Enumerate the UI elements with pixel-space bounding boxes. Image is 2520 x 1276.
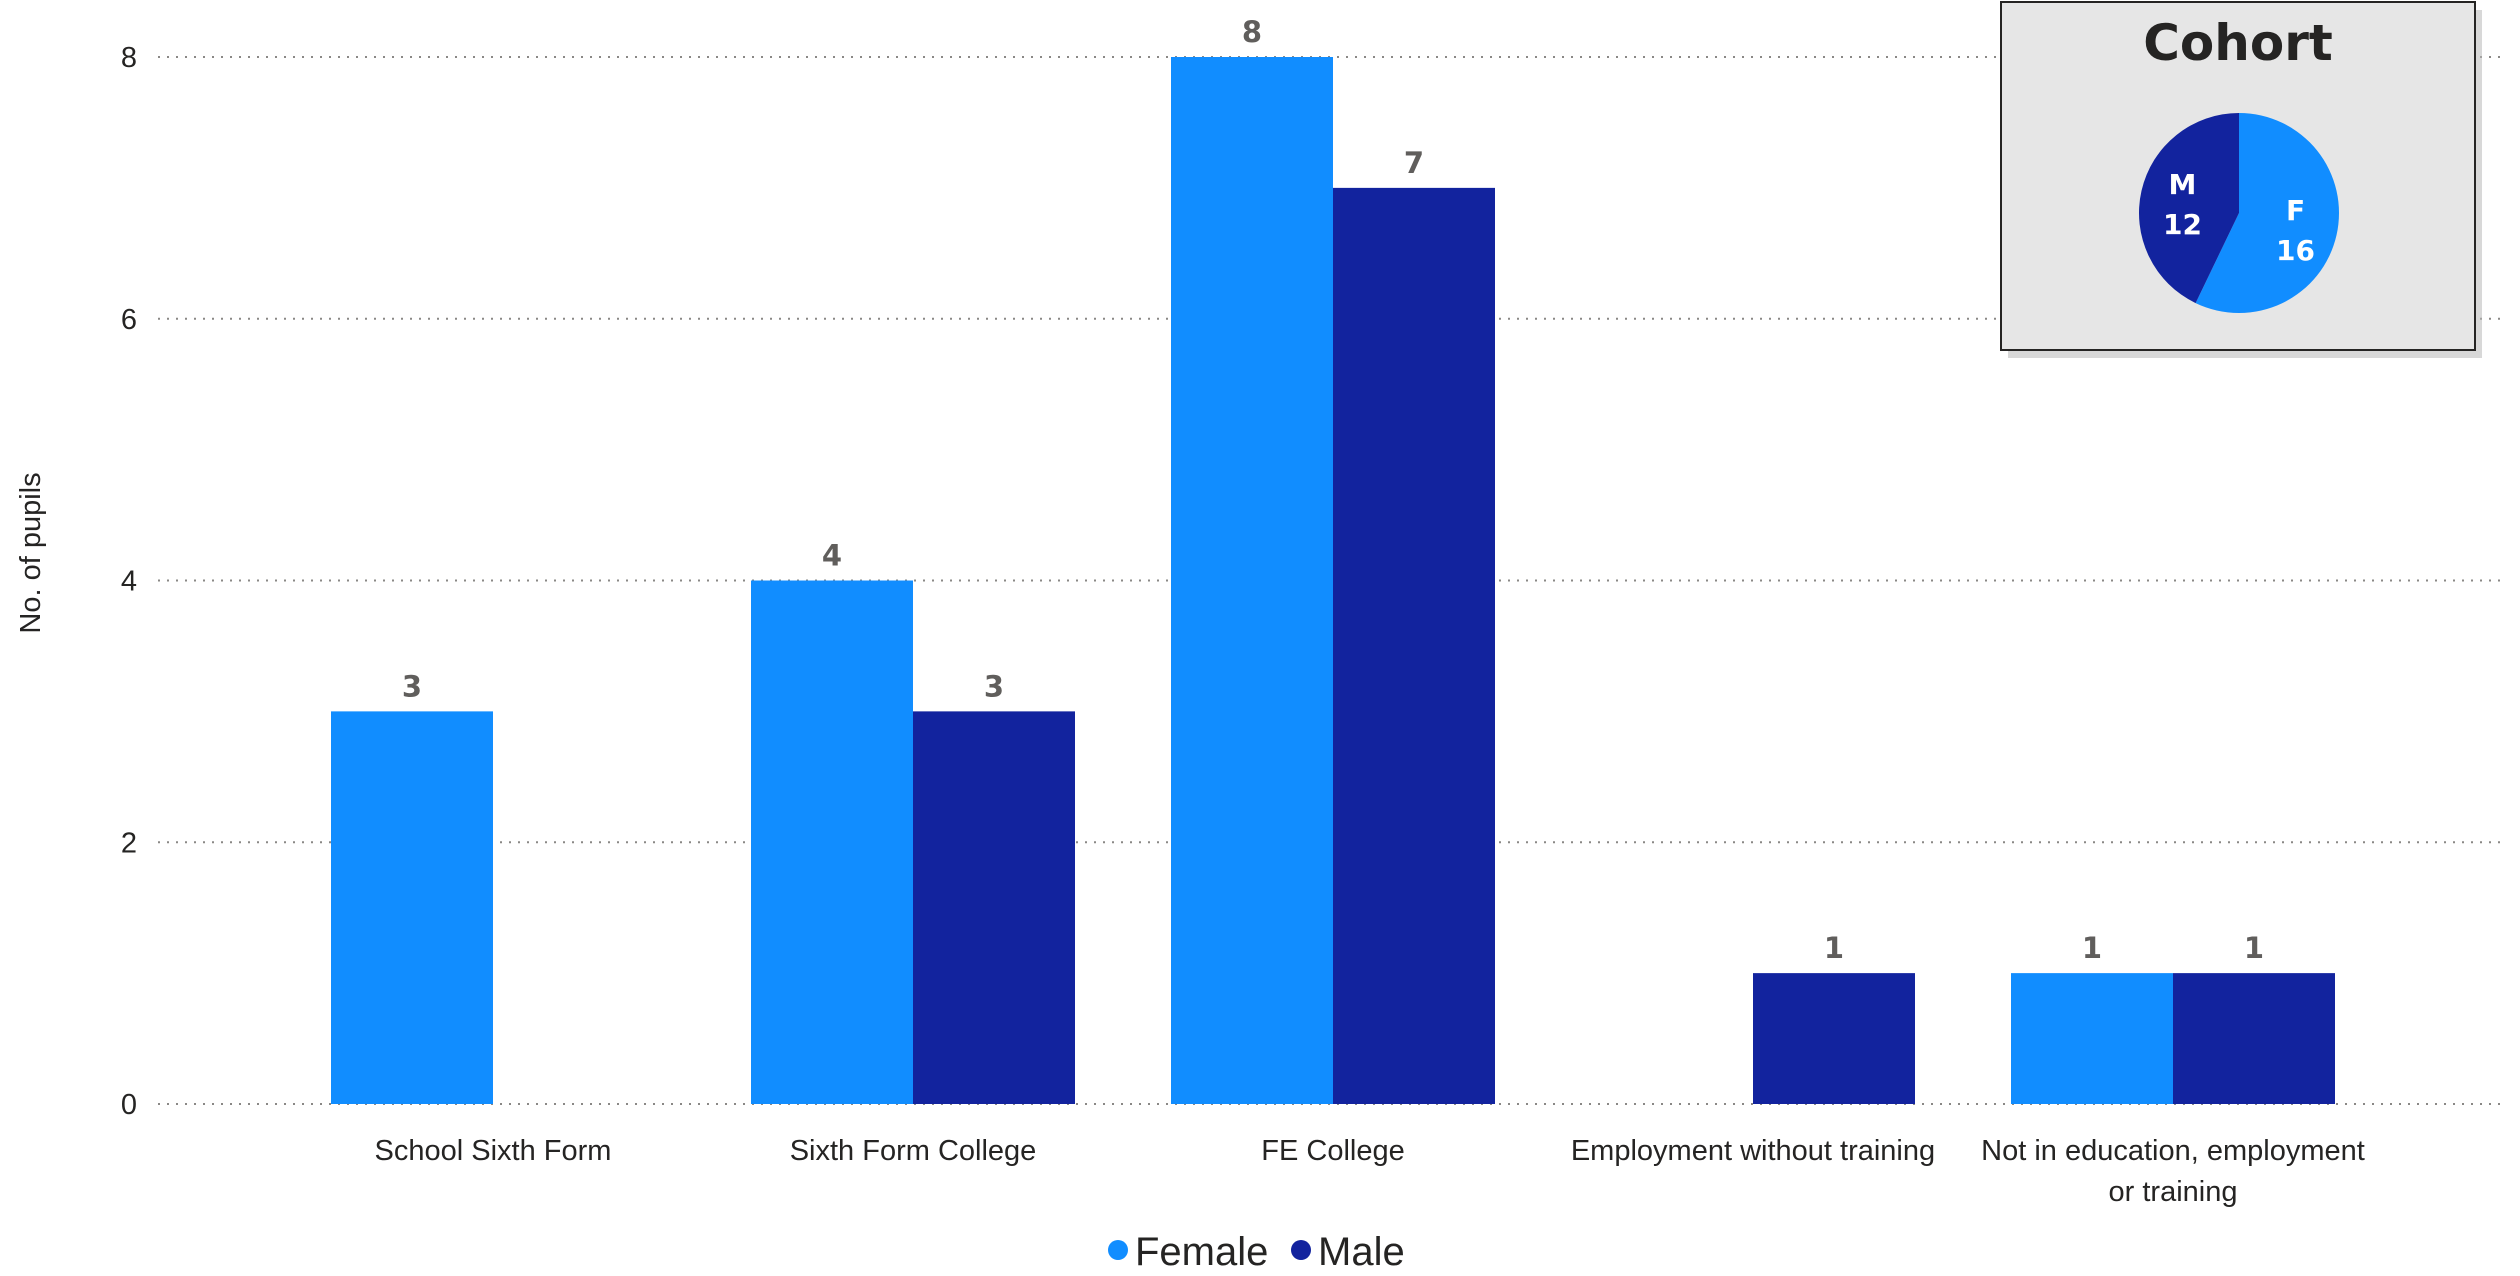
y-tick-label: 2 (121, 827, 137, 859)
pie-slice-value: 12 (2163, 208, 2202, 241)
legend-label-female[interactable]: Female (1135, 1230, 1268, 1274)
y-tick-label: 4 (121, 566, 137, 598)
data-labels: 3 4 3 8 7 1 1 1 (402, 15, 2264, 965)
x-tick-label: Not in education, employment (1981, 1135, 2365, 1167)
data-label: 7 (1404, 146, 1424, 180)
bar-female[interactable] (751, 580, 913, 1105)
data-label: 1 (2082, 931, 2102, 965)
pie-slice-f[interactable] (2195, 113, 2339, 313)
pie-slice-value: 16 (2276, 234, 2315, 267)
data-label: 1 (1824, 931, 1844, 965)
legend-label-male[interactable]: Male (1318, 1230, 1405, 1274)
y-axis-title: No. of pupils (15, 472, 47, 633)
x-tick-label: FE College (1261, 1135, 1404, 1167)
bar-male[interactable] (1753, 973, 1915, 1104)
category-labels: School Sixth Form Sixth Form College FE Co… (375, 1135, 2365, 1208)
pie-slice-m[interactable] (2138, 113, 2239, 304)
x-tick-label: Sixth Form College (790, 1135, 1037, 1167)
bar-male[interactable] (913, 711, 1075, 1104)
legend-marker-female (1108, 1240, 1128, 1260)
y-tick-label: 6 (121, 304, 137, 336)
cohort-inset: Cohort F 16 M 12 (2000, 1, 2482, 358)
data-label: 8 (1242, 15, 1262, 49)
y-tick-label: 0 (121, 1089, 137, 1121)
data-label: 3 (402, 669, 422, 703)
y-tick-label: 8 (121, 42, 137, 74)
data-label: 1 (2244, 931, 2264, 965)
bar-female[interactable] (331, 711, 493, 1104)
pie-slice-label: F (2286, 194, 2305, 227)
bars (331, 57, 2335, 1104)
pie-slice-label: M (2169, 168, 2197, 201)
data-label: 4 (822, 539, 842, 573)
bar-male[interactable] (1333, 187, 1495, 1104)
x-tick-label: Employment without training (1571, 1135, 1935, 1167)
y-axis-ticks: 0 2 4 6 8 (121, 42, 137, 1121)
x-tick-label: or training (2109, 1176, 2238, 1208)
bar-male[interactable] (2173, 973, 2335, 1104)
inset-title: Cohort (2143, 14, 2333, 72)
data-label: 3 (984, 669, 1004, 703)
legend[interactable]: Female Male (1108, 1230, 1405, 1274)
x-tick-label: School Sixth Form (375, 1135, 612, 1167)
bar-female[interactable] (2011, 973, 2173, 1104)
cohort-pie: F 16 M 12 (2138, 113, 2339, 313)
legend-marker-male (1291, 1240, 1311, 1260)
bar-female[interactable] (1171, 57, 1333, 1104)
